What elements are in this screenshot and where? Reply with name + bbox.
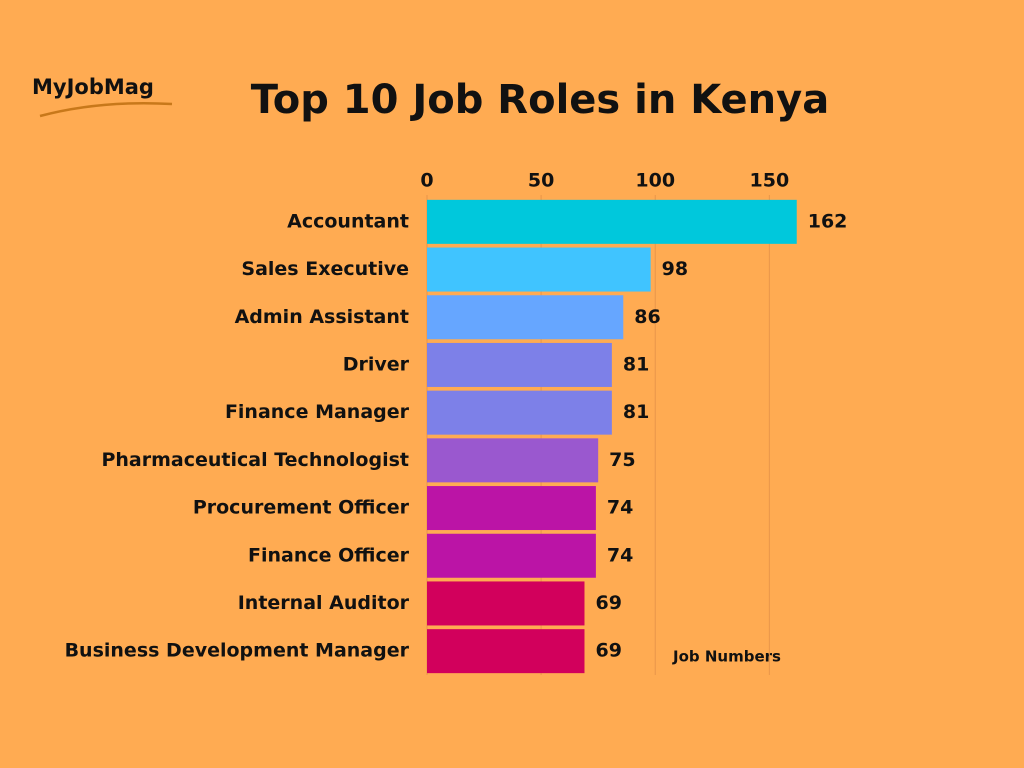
x-tick-label: 50 [528, 170, 554, 192]
y-tick-label: Procurement Officer [193, 497, 410, 519]
value-label: 81 [623, 353, 649, 375]
x-tick-label: 150 [750, 170, 790, 192]
value-label: 86 [634, 306, 660, 328]
bar [427, 199, 797, 244]
value-label: 74 [607, 497, 633, 519]
value-label: 69 [595, 640, 621, 662]
x-tick-label: 0 [420, 170, 433, 192]
y-tick-label: Finance Officer [248, 544, 410, 566]
x-axis-label: Job Numbers [672, 648, 781, 666]
value-label: 162 [808, 210, 848, 232]
y-tick-label: Sales Executive [241, 258, 409, 280]
bar [427, 295, 624, 340]
bar [427, 629, 585, 674]
bar [427, 342, 612, 387]
value-label: 75 [609, 449, 635, 471]
y-tick-label: Pharmaceutical Technologist [101, 449, 409, 471]
y-tick-label: Finance Manager [225, 401, 410, 423]
bar [427, 486, 596, 531]
y-tick-label: Driver [343, 353, 410, 375]
bar [427, 581, 585, 626]
value-label: 98 [662, 258, 688, 280]
bar [427, 247, 651, 292]
y-tick-label: Business Development Manager [65, 640, 410, 662]
chart-title: Top 10 Job Roles in Kenya [251, 77, 829, 123]
value-label: 81 [623, 401, 649, 423]
y-tick-label: Internal Auditor [238, 592, 410, 614]
logo: MyJobMag [32, 75, 154, 99]
y-tick-label: Admin Assistant [235, 306, 409, 328]
x-tick-label: 100 [635, 170, 675, 192]
value-label: 74 [607, 544, 633, 566]
value-label: 69 [595, 592, 621, 614]
bar [427, 438, 599, 483]
logo-swoosh [39, 101, 173, 118]
bar [427, 390, 612, 435]
y-tick-label: Accountant [287, 210, 409, 232]
bar [427, 533, 596, 578]
